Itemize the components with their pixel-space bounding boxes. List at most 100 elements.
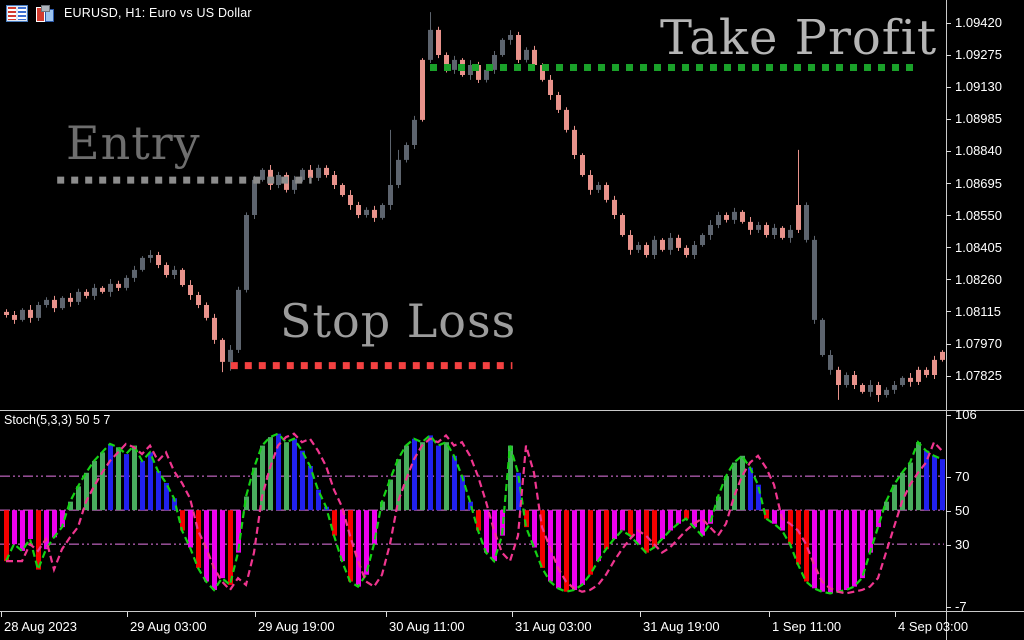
stoch-bar: [68, 501, 73, 511]
candle: [140, 257, 145, 270]
candle: [660, 239, 665, 250]
stoch-bar: [612, 510, 617, 540]
price-axis-label: 1.07825: [955, 368, 1002, 384]
time-tick: [640, 612, 641, 617]
candle: [420, 59, 425, 120]
candle: [340, 185, 345, 195]
candle: [292, 179, 297, 190]
stoch-bar: [276, 433, 281, 511]
stoch-bar: [108, 443, 113, 511]
candle: [820, 319, 825, 355]
candle: [796, 205, 801, 230]
stoch-bar: [36, 510, 41, 570]
stoch-bar: [564, 510, 569, 592]
stoch-bar: [220, 510, 225, 579]
candle: [548, 79, 553, 95]
stoch-bar: [148, 452, 153, 511]
candle: [556, 95, 561, 110]
stoch-bar: [940, 459, 945, 511]
price-axis-label: 1.07970: [955, 336, 1002, 351]
candle: [396, 159, 401, 185]
stoch-bar: [12, 510, 17, 545]
price-tick: [946, 150, 951, 152]
candle: [724, 215, 729, 220]
stoch-bar: [692, 510, 697, 528]
stoch-bar: [860, 510, 865, 579]
stoch-bar: [228, 510, 233, 585]
panel-separator[interactable]: [0, 410, 1024, 411]
stoch-bar: [388, 479, 393, 511]
candle: [380, 205, 385, 218]
time-tick: [895, 612, 896, 617]
stoch-bar: [20, 510, 25, 551]
stoch-bar: [508, 445, 513, 511]
time-axis-label: 31 Aug 19:00: [643, 619, 720, 634]
candle: [740, 211, 745, 222]
candle: [924, 369, 929, 375]
candle: [452, 59, 457, 70]
candle: [316, 167, 321, 178]
candle: [572, 129, 577, 155]
time-tick: [512, 612, 513, 617]
chart-icon[interactable]: [36, 5, 54, 22]
stoch-bar: [140, 460, 145, 511]
price-tick: [946, 279, 951, 281]
candle: [804, 205, 809, 240]
stoch-bar: [628, 510, 633, 536]
candle: [372, 209, 377, 218]
indicator-axis-label: 30: [955, 537, 970, 552]
stoch-bar: [644, 510, 649, 553]
candle: [484, 69, 489, 80]
candle: [404, 145, 409, 160]
price-tick: [946, 247, 951, 249]
candle: [124, 277, 129, 288]
stoch-bar: [876, 510, 881, 528]
candle: [308, 169, 313, 178]
candle: [428, 29, 433, 60]
candle: [12, 315, 17, 320]
stoch-bar: [636, 510, 641, 545]
stoch-bar: [156, 471, 161, 511]
stoch-bar: [900, 472, 905, 511]
indicator-axis-label: 106: [955, 407, 977, 422]
stoch-bar: [92, 460, 97, 511]
candle: [212, 317, 217, 340]
stoch-bar: [76, 486, 81, 511]
candle: [588, 175, 593, 190]
candle: [252, 179, 257, 215]
candle: [260, 169, 265, 180]
stoch-bar: [396, 459, 401, 511]
stoch-bar: [812, 510, 817, 589]
candle: [668, 237, 673, 250]
stoch-bar: [420, 442, 425, 511]
stoch-signal-line: [6, 432, 943, 595]
time-axis-label: 4 Sep 03:00: [898, 619, 969, 634]
stoch-bar: [260, 445, 265, 511]
stoch-bar: [316, 489, 321, 511]
price-tick: [946, 183, 951, 184]
candle: [60, 297, 65, 309]
candle: [612, 199, 617, 215]
stoch-bar: [716, 496, 721, 511]
stoch-bar: [676, 510, 681, 524]
price-axis-label: 1.08550: [955, 207, 1002, 223]
candle: [84, 291, 89, 296]
price-tick: [946, 375, 951, 377]
stoch-bar: [468, 501, 473, 511]
candle: [756, 225, 761, 230]
stoch-bar: [908, 462, 913, 511]
candle: [204, 305, 209, 318]
indicator-axis-label: -7: [955, 599, 967, 614]
candle: [164, 265, 169, 275]
candle: [764, 225, 769, 235]
stoch-bar: [604, 510, 609, 550]
time-tick: [769, 612, 770, 617]
axis-border-vertical: [946, 0, 947, 640]
stoch-bar: [372, 510, 377, 545]
stoch-bar: [932, 455, 937, 511]
candle: [476, 65, 481, 80]
market-watch-icon[interactable]: [6, 4, 28, 22]
time-axis[interactable]: 28 Aug 2023 29 Aug 03:00 29 Aug 19:00 30 Au…: [0, 612, 1024, 640]
